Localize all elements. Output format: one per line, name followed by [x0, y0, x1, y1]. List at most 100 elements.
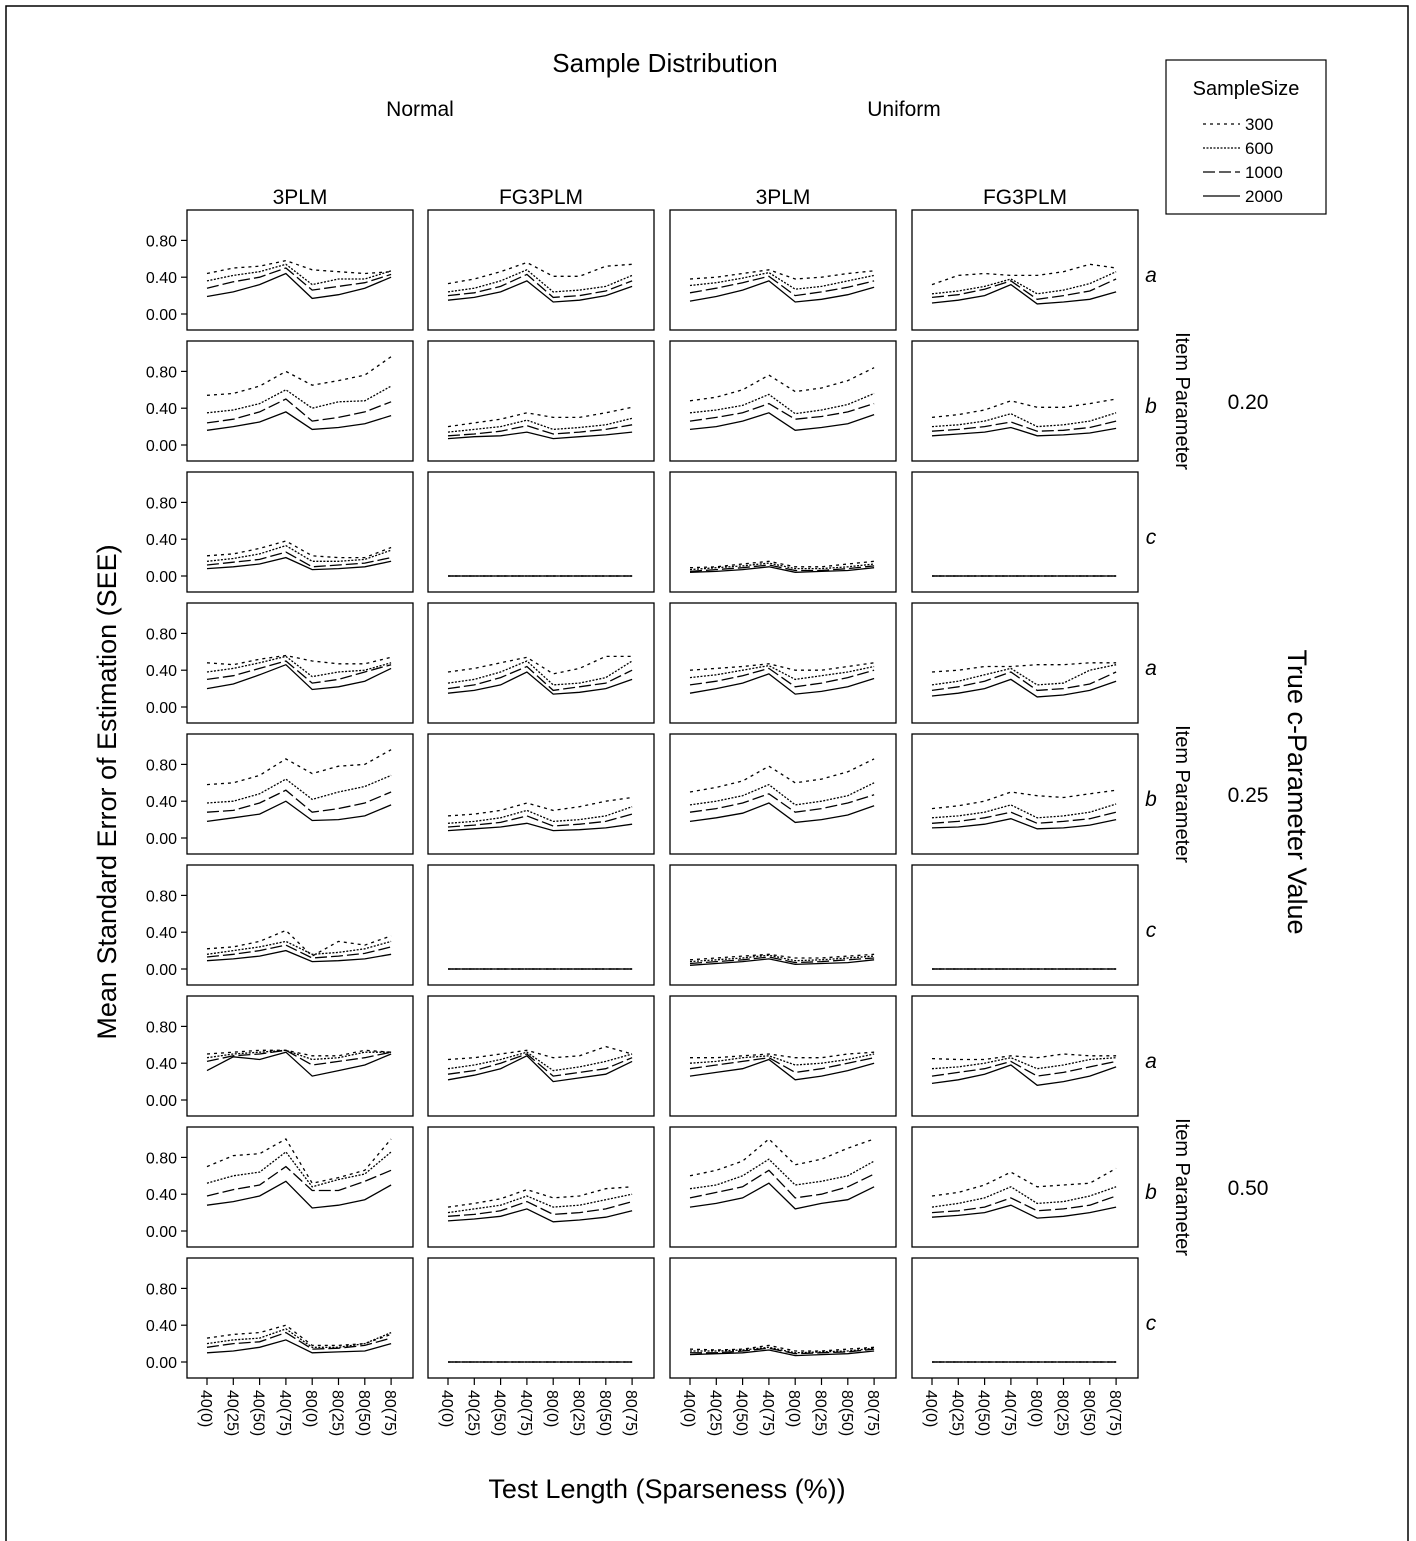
- panel-r8-c2: [427, 1126, 655, 1248]
- panel-r7-c3: [669, 995, 897, 1117]
- y-tick-label: 0.40: [146, 532, 177, 549]
- x-tick-label: 40(50): [250, 1390, 267, 1436]
- series-line-2000: [689, 802, 875, 824]
- panel-frame: [186, 1126, 414, 1248]
- x-tick-label: 80(75): [864, 1390, 881, 1436]
- x-tick-label: 80(0): [543, 1390, 560, 1427]
- series-line-2000: [206, 272, 392, 300]
- x-tick-label: 40(0): [680, 1390, 697, 1427]
- series-line-1000: [689, 793, 875, 813]
- y-tick-label: 0.00: [146, 1355, 177, 1372]
- series-line-600: [206, 263, 392, 286]
- panel-frame: [911, 340, 1139, 462]
- panel-frame: [911, 602, 1139, 724]
- y-tick-label: 0.40: [146, 401, 177, 418]
- c-value-label-2: 0.25: [1228, 784, 1269, 807]
- series-line-2000: [206, 663, 392, 691]
- y-tick-label: 0.40: [146, 925, 177, 942]
- y-tick-label: 0.40: [146, 270, 177, 287]
- series-line-2000: [447, 280, 633, 303]
- panel-frame: [427, 1126, 655, 1248]
- legend-label-300: 300: [1245, 115, 1273, 134]
- panel-r9-c4: [911, 1257, 1139, 1379]
- series-line-2000: [447, 1055, 633, 1083]
- series-line-600: [447, 1051, 633, 1072]
- series-line-2000: [689, 280, 875, 303]
- y-tick-label: 0.00: [146, 307, 177, 324]
- x-tick-label: 80(25): [812, 1390, 829, 1436]
- series-line-600: [931, 803, 1117, 819]
- panel-r8-c3: [669, 1126, 897, 1248]
- x-tick-label: 40(0): [438, 1390, 455, 1427]
- y-tick-label: 0.80: [146, 1019, 177, 1036]
- y-tick-label: 0.80: [146, 364, 177, 381]
- panel-frame: [669, 340, 897, 462]
- x-tick-label: 80(75): [622, 1390, 639, 1436]
- series-line-1000: [447, 665, 633, 692]
- y-tick-label: 0.40: [146, 1187, 177, 1204]
- series-line-300: [931, 398, 1117, 419]
- row-param-1: a: [1145, 264, 1157, 287]
- y-tick-label: 0.00: [146, 1224, 177, 1241]
- x-tick-label: 40(25): [948, 1390, 965, 1436]
- x-tick-label: 40(75): [1001, 1390, 1018, 1436]
- series-line-300: [447, 1045, 633, 1061]
- x-axis-label: Test Length (Sparseness (%)): [488, 1474, 845, 1504]
- panel-r3-c1: 0.00 0.40 0.80: [146, 471, 414, 593]
- c-value-label-3: 0.50: [1228, 1177, 1269, 1200]
- panel-r5-c4: [911, 733, 1139, 855]
- item-parameter-label-3: Item Parameter: [1171, 1118, 1193, 1256]
- panel-r6-c2: [427, 864, 655, 986]
- panel-r6-c1: 0.00 0.40 0.80: [146, 864, 414, 986]
- series-line-600: [206, 1150, 392, 1188]
- panel-frame: [427, 1257, 655, 1379]
- panel-frame: [911, 733, 1139, 855]
- row-param-3: c: [1146, 526, 1157, 549]
- panel-r3-c3: [669, 471, 897, 593]
- column-header-2: FG3PLM: [499, 186, 583, 209]
- series-line-300: [931, 662, 1117, 673]
- panel-r3-c4: [911, 471, 1139, 593]
- panel-r4-c4: [911, 602, 1139, 724]
- panel-frame: [186, 864, 414, 986]
- y-tick-label: 0.00: [146, 962, 177, 979]
- panel-r6-c3: [669, 864, 897, 986]
- series-line-300: [689, 758, 875, 793]
- x-tick-label: 40(25): [223, 1390, 240, 1436]
- series-line-600: [206, 544, 392, 562]
- y-tick-label: 0.00: [146, 700, 177, 717]
- y-tick-label: 0.80: [146, 233, 177, 250]
- series-line-2000: [931, 1204, 1117, 1219]
- series-line-300: [931, 1053, 1117, 1061]
- series-line-300: [447, 796, 633, 817]
- series-line-1000: [206, 1165, 392, 1197]
- panel-frame: [911, 1257, 1139, 1379]
- legend-label-600: 600: [1245, 139, 1273, 158]
- panel-frame: [911, 471, 1139, 593]
- series-line-2000: [931, 678, 1117, 698]
- series-line-2000: [931, 283, 1117, 305]
- panel-r1-c4: [911, 209, 1139, 331]
- c-value-label-1: 0.20: [1228, 391, 1269, 414]
- series-line-300: [206, 540, 392, 559]
- series-line-1000: [689, 564, 875, 573]
- panel-frame: [427, 733, 655, 855]
- series-line-2000: [206, 1339, 392, 1354]
- panel-frame: [669, 1126, 897, 1248]
- series-line-600: [931, 1186, 1117, 1208]
- panel-r1-c1: 0.00 0.40 0.80: [146, 209, 414, 331]
- panel-r3-c2: [427, 471, 655, 593]
- panel-frame: [186, 733, 414, 855]
- panel-frame: [427, 209, 655, 331]
- x-tick-label: 80(50): [596, 1390, 613, 1436]
- series-line-300: [689, 953, 875, 961]
- series-line-300: [689, 269, 875, 280]
- series-line-2000: [447, 671, 633, 695]
- y-tick-label: 0.80: [146, 1281, 177, 1298]
- series-line-2000: [689, 412, 875, 431]
- x-tick-label: 40(50): [733, 1390, 750, 1436]
- series-line-2000: [447, 1208, 633, 1223]
- series-line-300: [931, 263, 1117, 286]
- x-tick-label: 40(0): [197, 1390, 214, 1427]
